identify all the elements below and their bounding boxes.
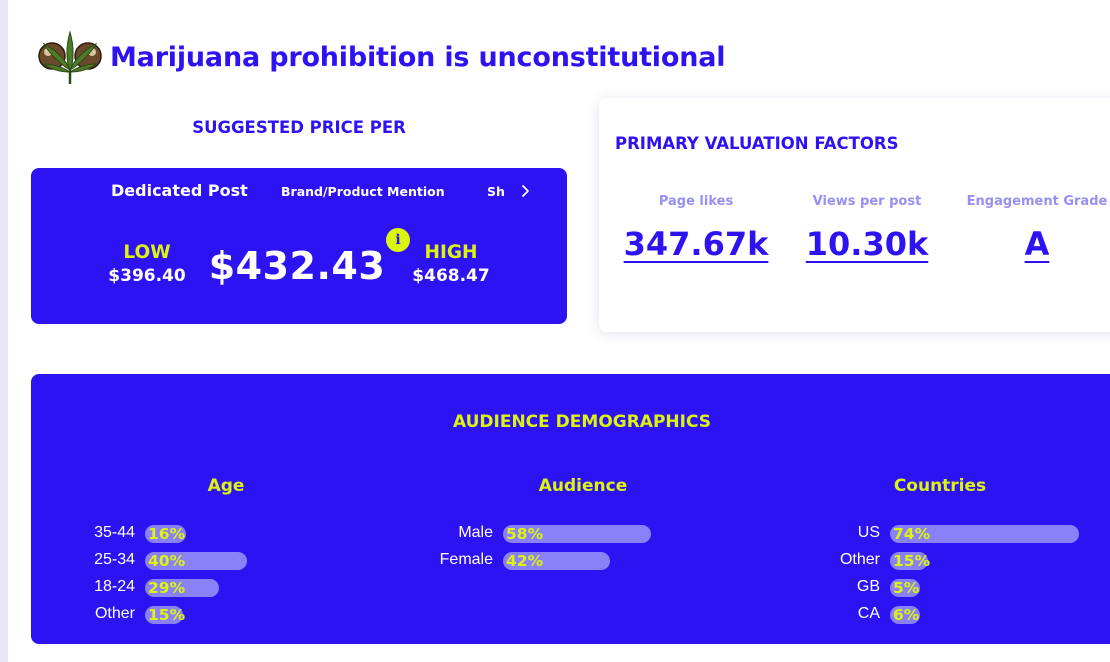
demo-percentage: 5%	[893, 579, 920, 597]
demo-percentage: 15%	[148, 606, 186, 624]
demo-bar	[890, 606, 920, 624]
demo-column-title: Audience	[538, 476, 628, 496]
factor-value-link[interactable]: A	[1024, 225, 1050, 263]
demo-row: Female 42%	[391, 551, 771, 571]
demo-percentage: 6%	[893, 606, 920, 624]
demo-bar	[145, 579, 219, 597]
demo-column-countries: Countries US 74% Other 15% GB 5% CA 6%	[751, 476, 1110, 624]
page-header: Marijuana prohibition is unconstitutiona…	[36, 26, 725, 88]
tab-dedicated-post[interactable]: Dedicated Post	[111, 181, 248, 200]
demo-row-label: 35-44	[94, 524, 135, 541]
price-high: HIGH $468.47	[401, 242, 501, 286]
low-value: $396.40	[108, 266, 186, 286]
demo-row-label: GB	[856, 578, 880, 595]
demo-row-label: CA	[857, 605, 880, 622]
high-label: HIGH	[424, 242, 478, 263]
demo-bar	[503, 525, 651, 543]
demo-percentage: 15%	[893, 552, 931, 570]
tab-sh[interactable]: Sh	[487, 184, 505, 199]
price-type-tabs: Dedicated Post Brand/Product Mention Sh	[31, 181, 567, 203]
demo-bar	[890, 579, 920, 597]
demo-bar	[145, 552, 247, 570]
factor-engagement-grade: Engagement Grade A	[959, 194, 1110, 263]
demo-percentage: 40%	[148, 552, 186, 570]
factor-value-link[interactable]: 347.67k	[623, 225, 769, 263]
audience-demographics-card: AUDIENCE DEMOGRAPHICS Age 35-44 16% 25-34 4…	[31, 374, 1110, 644]
demo-bar	[890, 552, 929, 570]
demo-column-title: Countries	[893, 476, 987, 496]
valuation-factors-heading: PRIMARY VALUATION FACTORS	[615, 134, 899, 153]
demo-row-label: Other	[839, 551, 880, 568]
left-edge-strip	[0, 0, 8, 662]
factor-label: Engagement Grade	[966, 194, 1108, 209]
high-value: $468.47	[412, 266, 490, 286]
price-low: LOW $396.40	[97, 242, 197, 286]
demo-column-age: Age 35-44 16% 25-34 40% 18-24 29% Other 15%	[31, 476, 421, 624]
demo-row: 18-24 29%	[31, 578, 411, 598]
demo-row: Other 15%	[31, 605, 411, 625]
demo-row: Male 58%	[391, 524, 771, 544]
demo-row: GB 5%	[751, 578, 1110, 598]
low-label: LOW	[123, 242, 171, 263]
demo-row: US 74%	[751, 524, 1110, 544]
demo-bar	[890, 525, 1079, 543]
demo-percentage: 42%	[506, 552, 544, 570]
demo-row-label: Male	[458, 524, 493, 541]
demo-row-label: Other	[94, 605, 135, 622]
suggested-price: $432.43	[208, 244, 386, 288]
price-card: Dedicated Post Brand/Product Mention Sh …	[31, 168, 567, 324]
demo-row: CA 6%	[751, 605, 1110, 625]
demo-row: 35-44 16%	[31, 524, 411, 544]
demo-row-label: 25-34	[94, 551, 135, 568]
demo-bar	[503, 552, 611, 570]
factor-views-per-post: Views per post 10.30k	[789, 194, 945, 263]
page-title: Marijuana prohibition is unconstitutiona…	[110, 41, 726, 73]
factor-label: Page likes	[658, 194, 734, 209]
factor-value-link[interactable]: 10.30k	[805, 225, 929, 263]
demo-row-label: US	[857, 524, 880, 541]
demo-percentage: 16%	[148, 525, 186, 543]
cannabis-leaf-icon	[38, 30, 102, 84]
demo-row-label: Female	[439, 551, 493, 568]
demo-column-title: Age	[207, 476, 245, 496]
factor-page-likes: Page likes 347.67k	[617, 194, 775, 263]
info-icon[interactable]: i	[386, 228, 410, 252]
demo-percentage: 29%	[148, 579, 186, 597]
demo-percentage: 74%	[893, 525, 931, 543]
tab-brand-product-mention[interactable]: Brand/Product Mention	[281, 184, 445, 199]
demo-bar	[145, 525, 186, 543]
demo-percentage: 58%	[506, 525, 544, 543]
price-section-heading: SUGGESTED PRICE PER	[192, 118, 406, 137]
demo-bar	[145, 606, 184, 624]
chevron-right-icon[interactable]	[517, 183, 533, 199]
demo-column-audience: Audience Male 58% Female 42%	[391, 476, 775, 570]
demo-row: 25-34 40%	[31, 551, 411, 571]
valuation-factors-card: PRIMARY VALUATION FACTORS Page likes 347…	[599, 98, 1110, 332]
demographics-heading: AUDIENCE DEMOGRAPHICS	[452, 412, 712, 432]
factor-label: Views per post	[812, 194, 922, 209]
demo-row-label: 18-24	[94, 578, 135, 595]
demo-row: Other 15%	[751, 551, 1110, 571]
